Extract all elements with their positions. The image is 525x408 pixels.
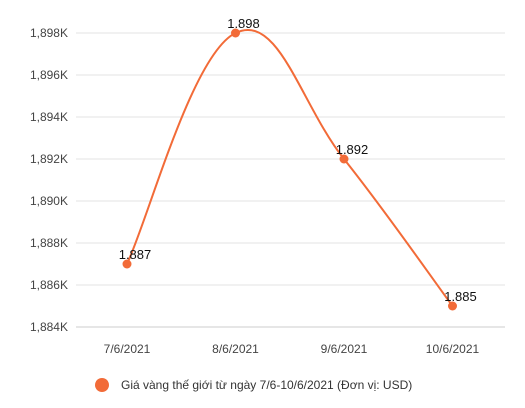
- y-tick-label: 1,892K: [30, 152, 68, 166]
- y-tick-label: 1,886K: [30, 278, 68, 292]
- data-labels: 1.887 1.898 1.892 1.885: [119, 16, 477, 304]
- legend-marker: [95, 378, 109, 392]
- y-tick-label: 1,894K: [30, 110, 68, 124]
- data-label: 1.887: [119, 247, 152, 262]
- x-tick-label: 9/6/2021: [321, 342, 368, 356]
- y-tick-label: 1,888K: [30, 236, 68, 250]
- series-line: [126, 29, 454, 307]
- x-tick-label: 8/6/2021: [212, 342, 259, 356]
- x-axis-ticks: 7/6/2021 8/6/2021 9/6/2021 10/6/2021: [104, 342, 480, 356]
- x-tick-label: 7/6/2021: [104, 342, 151, 356]
- legend-label: Giá vàng thế giới từ ngày 7/6-10/6/2021 …: [121, 378, 412, 392]
- y-axis-ticks: 1,884K 1,886K 1,888K 1,890K 1,892K 1,894K 1,89…: [30, 26, 68, 334]
- y-tick-label: 1,896K: [30, 68, 68, 82]
- grid-lines: [76, 32, 505, 328]
- y-tick-label: 1,890K: [30, 194, 68, 208]
- legend: Giá vàng thế giới từ ngày 7/6-10/6/2021 …: [95, 378, 412, 392]
- data-point: [122, 259, 132, 269]
- data-point: [448, 301, 457, 311]
- y-tick-label: 1,884K: [30, 320, 68, 334]
- data-label: 1.892: [336, 142, 369, 157]
- data-label: 1.898: [227, 16, 260, 31]
- data-points: [122, 28, 457, 311]
- data-label: 1.885: [444, 289, 477, 304]
- data-point: [231, 28, 240, 38]
- y-tick-label: 1,898K: [30, 26, 68, 40]
- x-tick-label: 10/6/2021: [426, 342, 480, 356]
- data-point: [339, 154, 349, 164]
